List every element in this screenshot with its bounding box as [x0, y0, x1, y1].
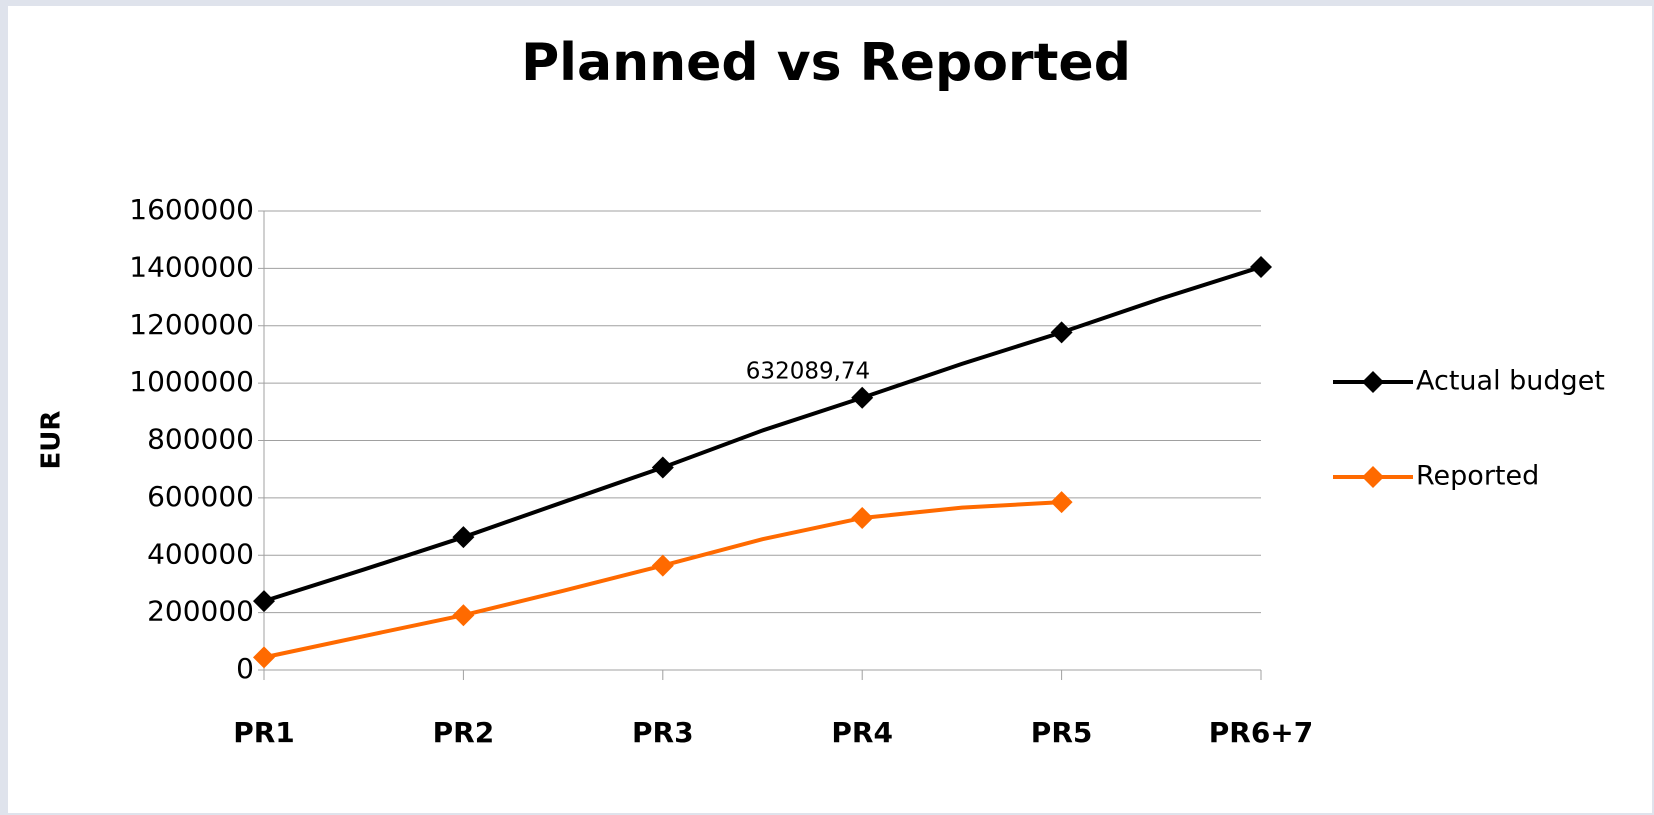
- marker: [253, 590, 275, 613]
- y-tick-label: 400000: [147, 537, 254, 570]
- legend-label: Actual budget: [1416, 366, 1605, 397]
- x-tick-label: PR5: [1031, 716, 1093, 749]
- x-tick-label: PR6+7: [1209, 716, 1314, 749]
- y-tick-label: 1400000: [129, 250, 254, 283]
- x-tick-label: PR2: [433, 716, 495, 749]
- marker: [1250, 255, 1272, 278]
- y-tick-label: 1200000: [129, 308, 254, 341]
- annotation: 632089,74: [746, 359, 870, 385]
- x-tick-label: PR1: [233, 716, 295, 749]
- legend-marker: [1362, 466, 1384, 488]
- marker: [851, 386, 874, 409]
- chart: Planned vs Reported EUR 632089,74 0 20000…: [37, 33, 1605, 749]
- y-tick-label: 600000: [147, 480, 254, 513]
- chart-title: Planned vs Reported: [521, 33, 1131, 93]
- y-tick-label: 200000: [147, 595, 254, 628]
- chart-frame: Planned vs Reported EUR 632089,74 0 20000…: [8, 6, 1652, 813]
- y-tick-label: 800000: [147, 423, 254, 456]
- marker: [851, 506, 874, 529]
- x-tick-label: PR3: [632, 716, 694, 749]
- y-tick-label: 1000000: [129, 365, 254, 398]
- marker: [1050, 321, 1073, 344]
- marker: [651, 456, 674, 479]
- marker: [1050, 491, 1073, 514]
- y-axis-label: EUR: [37, 411, 67, 470]
- series-line: [263, 500, 1062, 660]
- x-tick-label: PR4: [831, 716, 893, 749]
- y-tick-label: 0: [236, 652, 254, 685]
- marker: [452, 526, 475, 549]
- marker: [651, 554, 674, 577]
- legend-marker: [1362, 371, 1384, 393]
- series-line: [263, 265, 1262, 604]
- legend-label: Reported: [1416, 461, 1539, 492]
- marker: [452, 604, 475, 627]
- marker: [253, 646, 275, 669]
- y-tick-label: 1600000: [129, 193, 254, 226]
